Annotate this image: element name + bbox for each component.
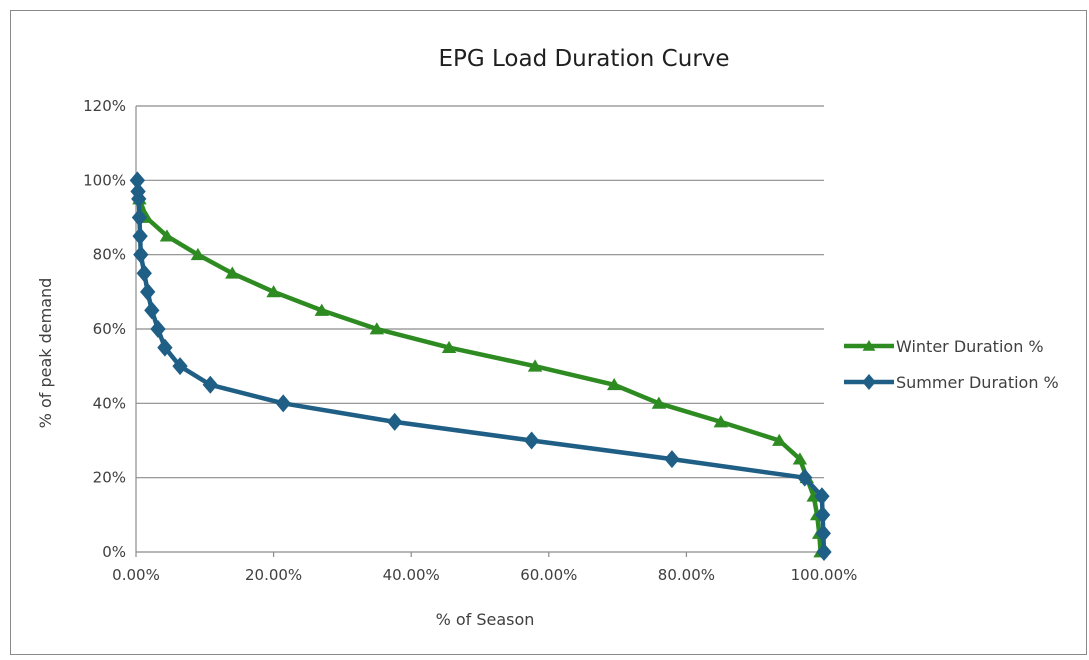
data-point: [136, 264, 152, 283]
data-point: [387, 412, 403, 431]
data-point: [131, 208, 148, 227]
data-point: [129, 171, 146, 190]
x-axis-title: % of Season: [436, 610, 535, 629]
y-tick-label: 20%: [93, 469, 126, 487]
series-layer: [129, 171, 832, 561]
x-tick-label: 60.00%: [520, 566, 577, 584]
gridlines: [136, 105, 824, 479]
data-point: [266, 285, 281, 298]
data-point: [792, 452, 808, 465]
x-tick-label: 40.00%: [383, 566, 440, 584]
legend-label: Winter Duration %: [896, 337, 1044, 356]
data-point: [190, 247, 206, 261]
y-tick-label: 80%: [93, 246, 126, 264]
data-point: [651, 396, 667, 409]
data-point: [202, 375, 218, 394]
data-point: [713, 415, 728, 428]
y-axis-title: % of peak demand: [36, 278, 55, 429]
data-point: [144, 301, 160, 320]
data-point: [664, 450, 680, 469]
data-point: [172, 357, 188, 376]
data-point: [225, 266, 240, 279]
data-point: [816, 543, 832, 561]
data-point: [157, 338, 173, 357]
x-tick-label: 80.00%: [658, 566, 715, 584]
data-point: [369, 322, 384, 335]
series-line: [135, 180, 827, 553]
axes: [135, 106, 825, 557]
series-summer: [129, 171, 832, 561]
data-point: [814, 487, 830, 506]
chart-svg: EPG Load Duration Curve 0% 20% 40% 60% 80% 10…: [36, 46, 1059, 629]
chart-frame: EPG Load Duration Curve 0% 20% 40% 60% 80% 10…: [10, 10, 1087, 655]
series-line: [137, 198, 823, 553]
y-tick-label: 60%: [93, 320, 126, 338]
series-winter: [132, 192, 828, 558]
data-point: [797, 468, 813, 487]
data-point: [523, 431, 540, 450]
legend-swatch-marker: [862, 374, 876, 390]
data-point: [314, 303, 329, 316]
y-tick-label: 0%: [102, 543, 126, 561]
x-tick-label: 20.00%: [245, 566, 302, 584]
data-point: [140, 282, 156, 301]
data-point: [150, 320, 166, 338]
y-tick-label: 40%: [93, 394, 126, 412]
chart-title: EPG Load Duration Curve: [438, 46, 729, 72]
data-point: [441, 340, 457, 353]
data-point: [133, 245, 149, 264]
x-tick-label: 100.00%: [791, 566, 858, 584]
data-point: [275, 394, 291, 413]
legend-item: Winter Duration %: [844, 337, 1044, 356]
data-point: [814, 505, 831, 524]
legend-label: Summer Duration %: [896, 373, 1059, 392]
data-point: [815, 524, 831, 543]
data-point: [772, 433, 787, 446]
legend-swatch-marker: [862, 340, 876, 351]
data-point: [132, 227, 148, 246]
data-point: [606, 378, 622, 391]
y-tick-labels: 0% 20% 40% 60% 80% 100% 120%: [83, 97, 126, 561]
data-point: [527, 359, 543, 372]
x-tick-label: 0.00%: [112, 566, 160, 584]
data-point: [131, 189, 147, 208]
data-point: [159, 229, 175, 242]
legend: Winter Duration % Summer Duration %: [844, 337, 1059, 392]
legend-item: Summer Duration %: [844, 373, 1059, 392]
y-tick-label: 100%: [83, 171, 126, 189]
y-tick-label: 120%: [83, 97, 126, 115]
x-tick-labels: 0.00% 20.00% 40.00% 60.00% 80.00% 100.00%: [112, 566, 857, 584]
